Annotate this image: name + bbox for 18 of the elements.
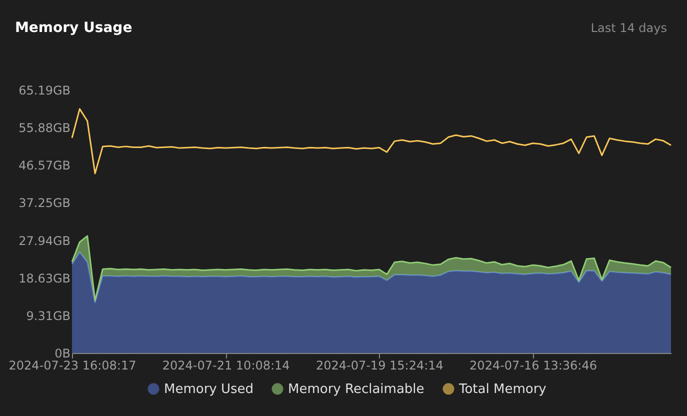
y-tick-label: 46.57GB [18,158,70,173]
y-tick-label: 0B [54,346,70,360]
x-tick-label: 2024-07-21 10:08:14 [162,358,290,372]
legend-label: Memory Reclaimable [288,382,424,397]
x-tick-label: 2024-07-23 16:08:17 [8,358,136,372]
y-tick-label: 27.94GB [18,234,70,248]
x-tick-label: 2024-07-19 15:24:14 [316,358,444,372]
y-tick-label: 18.63GB [18,271,70,286]
legend-label: Memory Used [164,382,254,397]
y-tick-label: 9.31GB [26,308,70,323]
x-tick-label: 2024-07-16 13:36:46 [470,358,597,372]
y-tick-label: 37.25GB [18,196,70,210]
legend-label: Total Memory [458,382,547,397]
y-tick-label: 65.19GB [18,84,70,98]
y-tick-label: 55.88GB [18,121,70,136]
line-series [71,108,672,174]
chart-title: Memory Usage [15,20,132,36]
text: Last 14 days [590,21,667,35]
